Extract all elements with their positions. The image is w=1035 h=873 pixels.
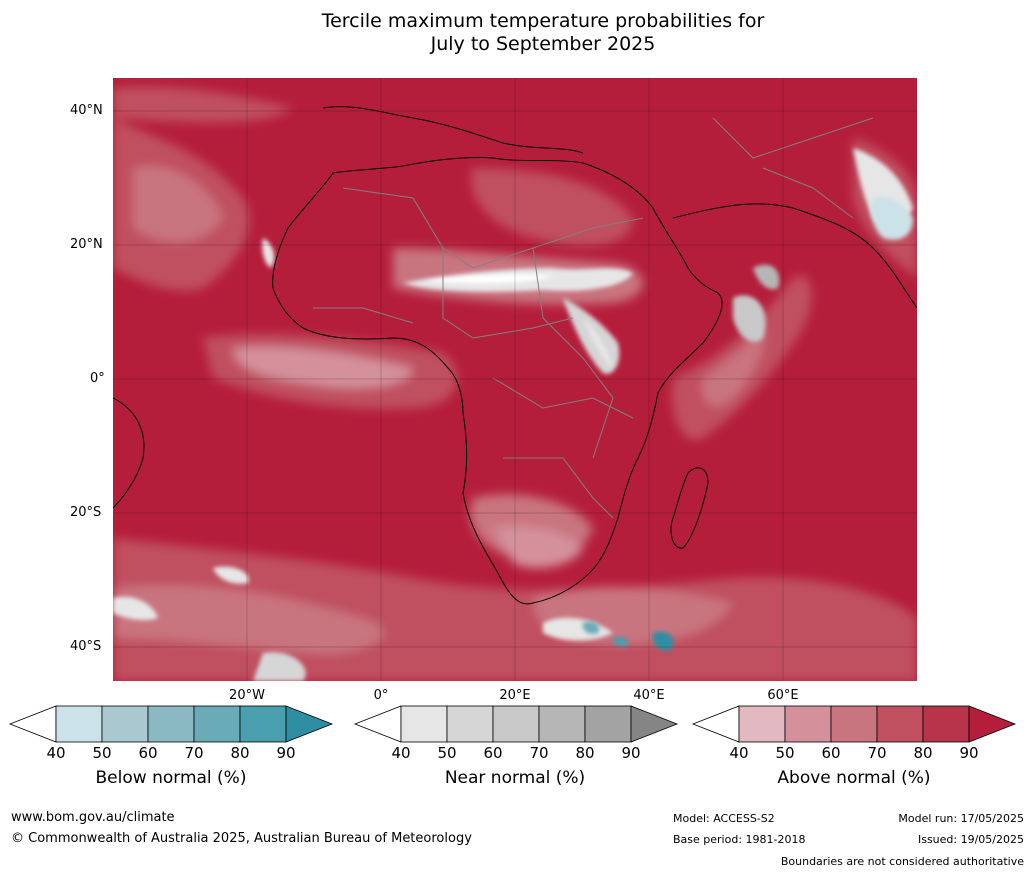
colorbar-above-bin (922, 705, 970, 743)
colorbar-near-bin (492, 705, 540, 743)
lon-label-40e: 40°E (633, 688, 665, 703)
colorbar-tick-label: 90 (959, 744, 979, 762)
colorbar-tick-label: 70 (867, 744, 887, 762)
probability-map (113, 78, 917, 681)
colorbar-below (8, 705, 334, 743)
lat-label-40n: 40°N (70, 103, 103, 118)
title-line-1: Tercile maximum temperature probabilitie… (321, 10, 765, 32)
colorbar-above-bin (876, 705, 924, 743)
colorbar-below-bin (147, 705, 195, 743)
chart-title: Tercile maximum temperature probabilitie… (0, 10, 1035, 56)
colorbar-tick-label: 40 (729, 744, 749, 762)
colorbar-tick-label: 80 (230, 744, 250, 762)
model-text: Model: ACCESS-S2 (673, 812, 775, 825)
colorbar-tick-label: 60 (138, 744, 158, 762)
colorbar-tick-label: 50 (775, 744, 795, 762)
colorbar-above-high-arrow (968, 705, 1017, 743)
colorbar-near-high-arrow (630, 705, 679, 743)
colorbar-above (691, 705, 1017, 743)
lat-label-20n: 20°N (70, 237, 103, 252)
colorbar-tick-label: 40 (46, 744, 66, 762)
colorbar-tick-label: 50 (92, 744, 112, 762)
colorbar-near (353, 705, 679, 743)
colorbar-below-low-arrow (8, 705, 57, 743)
colorbar-near-bin (446, 705, 494, 743)
colorbar-tick-label: 40 (391, 744, 411, 762)
colorbar-tick-label: 90 (621, 744, 641, 762)
disclaimer-text: Boundaries are not considered authoritat… (780, 855, 1024, 868)
colorbar-above-label: Above normal (%) (777, 768, 931, 788)
colorbar-tick-label: 60 (821, 744, 841, 762)
lat-label-20s: 20°S (70, 505, 102, 520)
colorbar-tick-label: 70 (184, 744, 204, 762)
colorbar-tick-label: 60 (483, 744, 503, 762)
colorbar-near-bin (400, 705, 448, 743)
colorbars (8, 705, 1017, 743)
colorbar-above-bin (830, 705, 878, 743)
colorbar-near-low-arrow (353, 705, 402, 743)
colorbar-tick-label: 80 (575, 744, 595, 762)
colorbar-tick-label: 70 (529, 744, 549, 762)
issued-text: Issued: 19/05/2025 (917, 833, 1024, 846)
base-period-text: Base period: 1981-2018 (673, 833, 806, 846)
lat-label-equator: 0° (90, 371, 105, 386)
colorbar-tick-label: 50 (437, 744, 457, 762)
colorbar-above-low-arrow (691, 705, 740, 743)
coastlines (113, 106, 917, 605)
colorbar-near-label: Near normal (%) (444, 768, 586, 788)
country-borders (313, 117, 874, 519)
lon-label-0: 0° (373, 688, 389, 703)
model-run-text: Model run: 17/05/2025 (898, 812, 1024, 825)
colorbar-near-bin (584, 705, 632, 743)
colorbar-below-bin (239, 705, 287, 743)
colorbar-above-bin (784, 705, 832, 743)
lon-label-20e: 20°E (499, 688, 531, 703)
copyright-text: © Commonwealth of Australia 2025, Austra… (11, 831, 472, 846)
colorbar-tick-label: 80 (913, 744, 933, 762)
colorbar-tick-label: 90 (276, 744, 296, 762)
colorbar-below-label: Below normal (%) (95, 768, 247, 788)
colorbar-below-bin (101, 705, 149, 743)
title-line-2: July to September 2025 (430, 33, 656, 55)
lon-label-20w: 20°W (229, 688, 265, 703)
colorbar-near-bin (538, 705, 586, 743)
colorbar-above-bin (738, 705, 786, 743)
colorbar-below-bin (193, 705, 241, 743)
below-normal-regions (582, 196, 913, 651)
website-link[interactable]: www.bom.gov.au/climate (11, 810, 175, 825)
colorbar-below-high-arrow (285, 705, 334, 743)
graticule (113, 78, 917, 681)
lon-label-60e: 60°E (767, 688, 799, 703)
lat-label-40s: 40°S (70, 639, 102, 654)
near-normal-regions (113, 148, 913, 681)
colorbar-below-bin (55, 705, 103, 743)
